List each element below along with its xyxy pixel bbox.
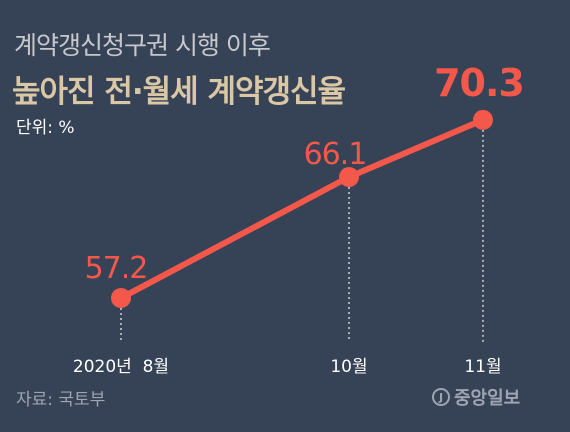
- chart-title: 높아진 전·월세 계약갱신율: [12, 74, 346, 110]
- value-label-1: 66.1: [304, 137, 367, 172]
- value-label-2: 70.3: [434, 61, 524, 105]
- logo-text: 중앙일보: [454, 388, 521, 409]
- value-label-0: 57.2: [85, 251, 148, 286]
- data-point-0: [111, 288, 131, 308]
- logo-mark-icon: J: [432, 388, 450, 406]
- chart-subtitle: 계약갱신청구권 시행 이후: [14, 31, 271, 60]
- publisher-logo: J 중앙일보: [432, 384, 520, 410]
- source-label: 자료: 국토부: [16, 390, 106, 410]
- x-tick-label-0: 2020년 8월: [73, 357, 169, 377]
- series-line: [118, 116, 486, 301]
- data-point-1: [339, 167, 359, 187]
- unit-label: 단위: %: [16, 118, 75, 138]
- x-tick-label-2: 11월: [464, 357, 501, 377]
- data-point-2: [473, 109, 493, 130]
- x-tick-label-1: 10월: [330, 357, 367, 377]
